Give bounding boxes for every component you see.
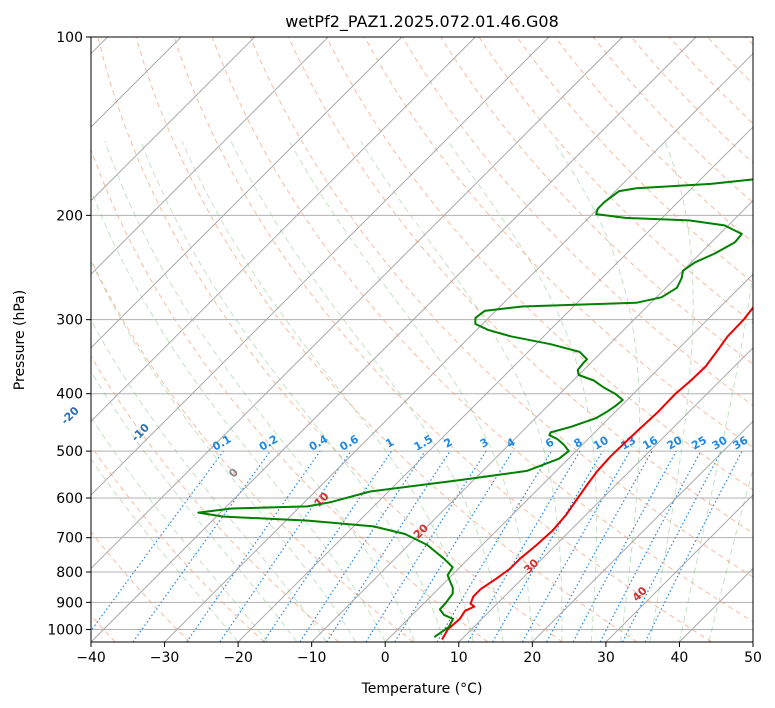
dewpoint-profile (197, 178, 753, 638)
moist-adiabat (91, 416, 268, 642)
plot-frame (90, 36, 754, 643)
mixing-ratio-line (219, 450, 352, 642)
dry-adiabat (97, 37, 563, 642)
x-tick-label: 10 (450, 650, 468, 666)
isotherm-line (311, 199, 753, 642)
x-tick-label: −40 (76, 650, 106, 666)
moist-adiabat (181, 141, 474, 642)
y-tick-label: 300 (56, 313, 83, 329)
moist-adiabat (91, 370, 298, 642)
moist-adiabat (91, 319, 327, 642)
mixing-ratio-line (262, 450, 392, 642)
mixing-ratio-line (546, 450, 653, 642)
isotherm-line (605, 494, 753, 642)
y-tick-label: 500 (56, 444, 83, 460)
mixing-ratio-line (326, 450, 451, 642)
y-tick-label: 400 (56, 387, 83, 403)
dry-adiabat (135, 37, 638, 642)
dry-adiabat (173, 37, 713, 642)
y-tick-label: 700 (56, 531, 83, 547)
y-tick-label: 600 (56, 491, 83, 507)
x-tick-label: 20 (523, 650, 541, 666)
mixing-ratio-line (132, 450, 271, 642)
isotherm-line (237, 126, 753, 642)
dry-adiabat (516, 37, 753, 284)
isotherm-line (164, 52, 753, 642)
moist-adiabat-lines (91, 141, 753, 642)
y-axis-label: Pressure (hPa) (12, 290, 28, 390)
x-tick-label: −30 (150, 650, 180, 666)
isotherm-lines (91, 37, 753, 642)
moist-adiabat (140, 141, 445, 642)
grid-lines (91, 37, 753, 630)
isotherm-line (91, 37, 329, 275)
moist-adiabat (649, 141, 694, 642)
moist-adiabat (230, 141, 504, 642)
plot-border (90, 36, 754, 643)
isotherm-line (91, 37, 550, 496)
x-tick-label: 40 (671, 650, 689, 666)
isotherm-line (91, 37, 476, 423)
mixing-ratio-line (299, 450, 426, 642)
dry-adiabat (440, 37, 753, 365)
y-tick-label: 200 (56, 208, 83, 224)
x-tick-label: 50 (744, 650, 762, 666)
plot-area (91, 37, 753, 642)
moist-adiabat (91, 188, 386, 642)
y-tick-label: 100 (56, 30, 83, 46)
mixing-ratio-line (186, 450, 321, 642)
isotherm-line (91, 37, 256, 202)
plot-background (91, 37, 753, 642)
dry-adiabat (211, 37, 753, 623)
x-tick-label: −20 (223, 650, 253, 666)
dry-adiabat (91, 148, 489, 642)
mixing-ratio-line (572, 450, 677, 642)
isotherm-line (531, 420, 753, 642)
isotherm-line (752, 641, 753, 642)
y-tick-label: 900 (56, 595, 83, 611)
mixing-ratio-line (394, 450, 514, 642)
x-tick-label: −10 (297, 650, 327, 666)
temperature-profile (441, 306, 753, 640)
mixing-ratio-line (91, 450, 224, 632)
moist-adiabat (447, 141, 598, 642)
isotherm-line (384, 273, 753, 642)
mixing-ratio-lines (91, 450, 743, 642)
y-tick-label: 800 (56, 565, 83, 581)
x-axis-ticks: −40 −30 −20 −10 0 10 20 30 40 50 (76, 642, 762, 666)
moist-adiabat (678, 269, 753, 642)
isotherm-line (91, 37, 403, 349)
isotherm-line (91, 37, 623, 570)
dry-adiabat (91, 445, 265, 642)
y-tick-label: 1000 (47, 622, 83, 638)
dry-adiabat (249, 37, 753, 578)
x-axis-label: Temperature (°C) (361, 681, 483, 697)
mixing-ratio-line (521, 450, 631, 642)
mixing-ratio-line (644, 450, 743, 642)
moist-adiabat (360, 141, 563, 642)
moist-adiabat (552, 141, 641, 642)
x-tick-label: 0 (381, 650, 390, 666)
y-axis-ticks: 100 200 300 400 500 600 700 800 900 1000 (47, 30, 91, 638)
profile-series (197, 178, 753, 640)
chart-title: wetPf2_PAZ1.2025.072.01.46.G08 (285, 12, 559, 32)
dry-adiabat (91, 355, 340, 642)
x-tick-label: 30 (597, 650, 615, 666)
isotherm-line (91, 37, 697, 642)
dry-adiabat-label: -30 (0, 366, 3, 389)
dry-adiabat (402, 37, 753, 407)
isotherm-line (458, 347, 753, 642)
dry-adiabat (91, 531, 191, 642)
dry-adiabat-label: -20 (59, 404, 82, 427)
moist-adiabat (289, 141, 533, 642)
